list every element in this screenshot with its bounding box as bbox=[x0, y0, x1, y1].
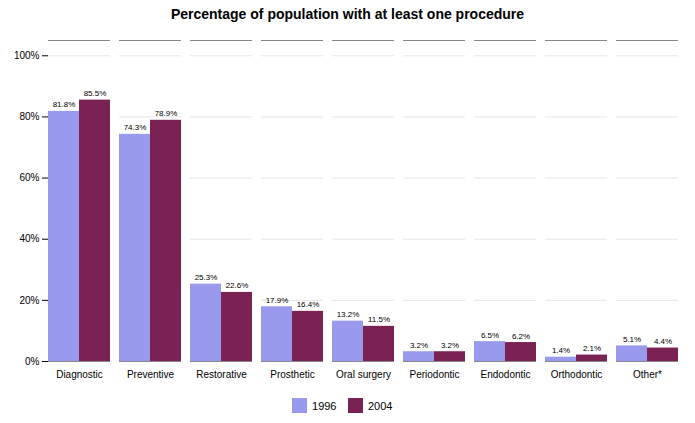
svg-text:81.8%: 81.8% bbox=[53, 100, 76, 109]
svg-text:11.5%: 11.5% bbox=[368, 315, 390, 324]
svg-text:Orthodontic: Orthodontic bbox=[551, 369, 603, 380]
svg-text:40%: 40% bbox=[19, 233, 39, 244]
svg-text:74.3%: 74.3% bbox=[124, 123, 147, 132]
svg-text:Endodontic: Endodontic bbox=[480, 369, 530, 380]
svg-text:3.2%: 3.2% bbox=[410, 341, 428, 350]
svg-text:22.6%: 22.6% bbox=[226, 281, 249, 290]
svg-text:Preventive: Preventive bbox=[127, 369, 175, 380]
svg-text:85.5%: 85.5% bbox=[84, 89, 107, 98]
svg-text:Oral surgery: Oral surgery bbox=[336, 369, 391, 380]
svg-text:Diagnostic: Diagnostic bbox=[56, 369, 103, 380]
svg-text:Prosthetic: Prosthetic bbox=[270, 369, 314, 380]
svg-text:Other*: Other* bbox=[633, 369, 662, 380]
svg-text:1.4%: 1.4% bbox=[552, 346, 570, 355]
svg-text:0%: 0% bbox=[25, 356, 40, 367]
svg-text:80%: 80% bbox=[19, 111, 39, 122]
svg-text:Periodontic: Periodontic bbox=[409, 369, 459, 380]
svg-text:4.4%: 4.4% bbox=[654, 337, 672, 346]
svg-text:20%: 20% bbox=[19, 295, 39, 306]
svg-text:3.2%: 3.2% bbox=[441, 341, 459, 350]
svg-text:6.2%: 6.2% bbox=[512, 332, 530, 341]
svg-text:17.9%: 17.9% bbox=[266, 296, 289, 305]
svg-text:Restorative: Restorative bbox=[196, 369, 247, 380]
html-text:1996: 1996 bbox=[312, 399, 337, 412]
svg-text:2.1%: 2.1% bbox=[583, 344, 601, 353]
svg-text:6.5%: 6.5% bbox=[481, 331, 499, 340]
svg-text:60%: 60% bbox=[19, 172, 39, 183]
html-text:Percentage of population with: Percentage of population with at least o… bbox=[170, 6, 525, 22]
svg-text:13.2%: 13.2% bbox=[337, 310, 360, 319]
html-text:2004: 2004 bbox=[368, 399, 393, 412]
svg-text:78.9%: 78.9% bbox=[155, 109, 178, 118]
svg-text:25.3%: 25.3% bbox=[195, 273, 218, 282]
svg-text:16.4%: 16.4% bbox=[297, 300, 320, 309]
svg-text:100%: 100% bbox=[14, 50, 40, 61]
svg-text:5.1%: 5.1% bbox=[623, 335, 641, 344]
